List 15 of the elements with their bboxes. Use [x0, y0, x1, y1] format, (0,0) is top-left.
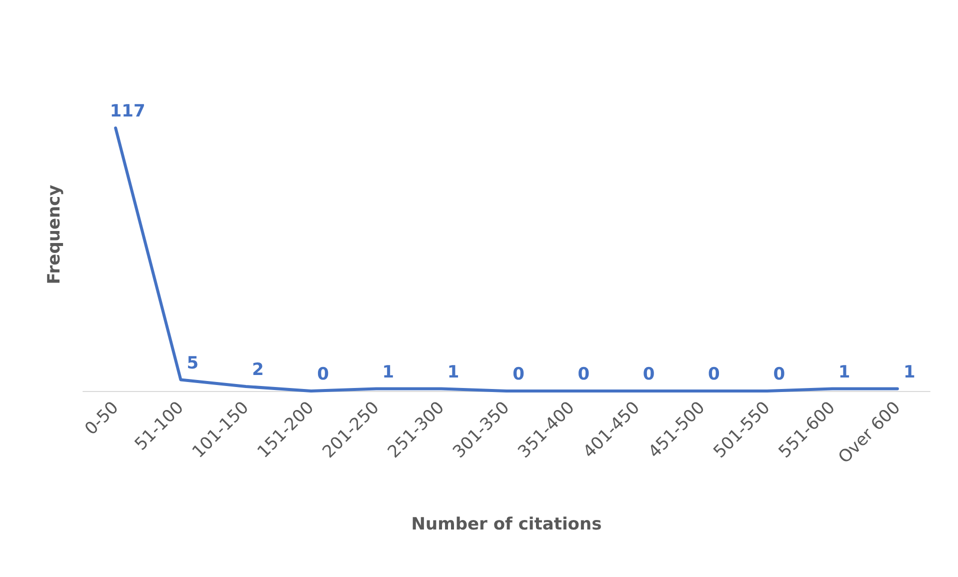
data-label: 5	[186, 353, 199, 374]
data-label: 117	[110, 101, 146, 122]
data-label: 1	[838, 362, 850, 382]
data-label: 0	[317, 364, 330, 384]
data-label: 0	[708, 364, 720, 384]
data-label: 0	[642, 364, 655, 384]
data-label: 2	[252, 360, 264, 380]
data-label: 0	[578, 364, 590, 384]
data-label: 0	[512, 364, 525, 384]
data-label: 1	[447, 362, 460, 382]
x-axis-title: Number of citations	[411, 514, 602, 534]
data-label: 1	[904, 362, 916, 382]
data-label: 1	[382, 362, 394, 382]
y-axis-title: Frequency	[44, 184, 64, 284]
data-label: 0	[773, 364, 786, 384]
